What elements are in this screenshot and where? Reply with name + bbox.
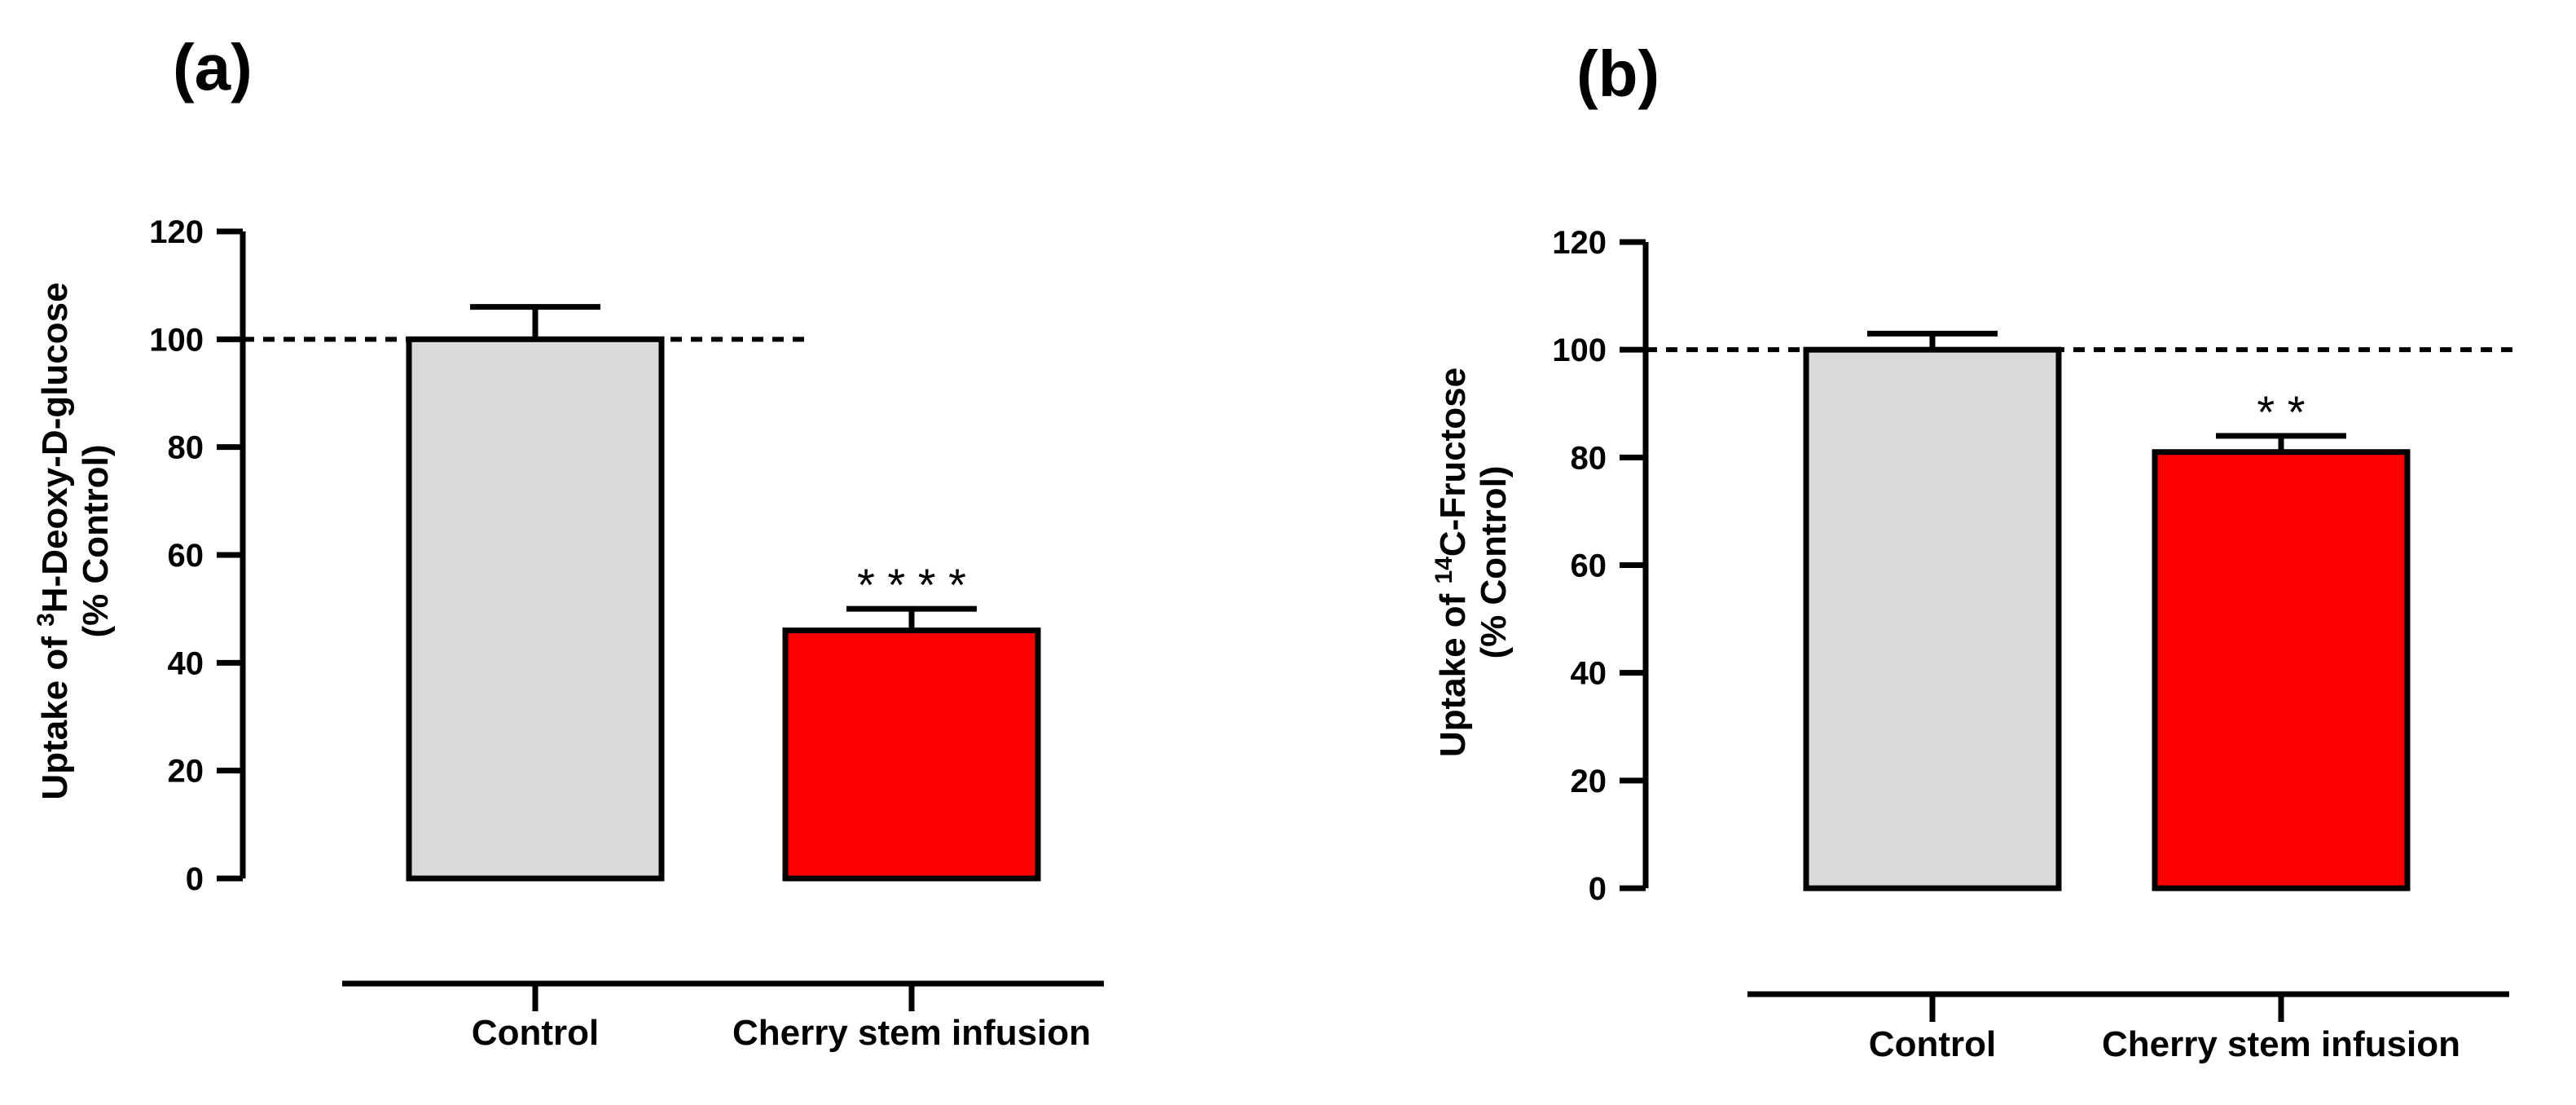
panel-b-y-tick-label: 120 [1552,225,1607,261]
panel-b-category-label: Cherry stem infusion [2102,1024,2460,1064]
panel-b-y-tick-label: 40 [1571,656,1607,692]
panel-b-y-ticks: 0 20 40 60 80 100 120 [1552,225,1649,907]
panel-a-category-labels: Control Cherry stem infusion [472,1013,1091,1053]
panel-a-x-axis [342,980,1104,1011]
panel-b-y-tick-label: 0 [1589,871,1607,907]
panel-b-y-tick-label: 20 [1571,764,1607,799]
panel-a-y-axis-title: Uptake of 3H-Deoxy-D-glucose [33,282,76,799]
panel-b-y-tick-label: 60 [1571,548,1607,584]
panel-a-y-ticks: 0 20 40 60 80 100 120 [149,214,246,897]
panel-a-bar-control [406,336,665,882]
panel-b-bar-cherry-stem-infusion [2152,449,2411,891]
panel-b-ylabel-prefix: Uptake of [1433,583,1473,757]
panel-a-y-tick-label: 40 [168,645,204,681]
panel-a-bar-cherry-stem-infusion [782,627,1041,882]
panel-b-y-tick-label: 100 [1552,332,1607,368]
panel-b-y-tick-label: 80 [1571,440,1607,476]
panel-b-ylabel-superscript: 14 [1431,557,1457,584]
panel-a-y-tick-label: 0 [186,861,204,897]
panel-b-y-axis-title: Uptake of 14C-Fructose [1431,368,1474,757]
panel-b-error-bars [1867,330,2346,452]
panel-a-significance-marker: * * * * [857,559,966,610]
panel-a-significance: * * * * [857,559,966,610]
panel-b-significance: * * [2257,386,2305,438]
panel-b-category-label: Control [1869,1024,1996,1064]
panel-a-y-tick-label: 80 [168,430,204,466]
panel-a-ylabel-prefix: Uptake of [35,627,75,800]
panel-a-y-tick-label: 20 [168,754,204,790]
panel-b-chart: (b) Uptake of 14C-Fructose (% Control) 0… [1431,37,2517,1064]
panel-b-bars [1803,346,2411,891]
panel-b-category-labels: Control Cherry stem infusion [1869,1024,2460,1064]
panel-a-y-axis-subtitle: (% Control) [76,444,116,637]
panel-a-ylabel-suffix: H-Deoxy-D-glucose [35,282,75,613]
panel-a-y-tick-label: 60 [168,538,204,574]
panel-a-chart: (a) Uptake of 3H-Deoxy-D-glucose (% Cont… [33,31,1104,1053]
panel-a-label: (a) [173,31,253,103]
panel-a-category-label: Cherry stem infusion [732,1013,1091,1053]
panel-b-ylabel-suffix: C-Fructose [1433,368,1473,557]
panel-a-category-label: Control [472,1013,599,1053]
panel-a-ylabel-superscript: 3 [33,613,59,627]
panel-b-bar-control [1803,346,2062,891]
panel-b-significance-marker: * * [2257,386,2305,438]
panel-a-error-bars [470,304,977,631]
panel-b-y-axis-subtitle: (% Control) [1474,465,1514,658]
panel-b-label: (b) [1576,37,1659,110]
panel-a-y-tick-label: 100 [149,322,204,358]
panel-a-bars [406,336,1041,882]
panel-a-y-tick-label: 120 [149,214,204,250]
panel-b-x-axis [1747,991,2509,1022]
